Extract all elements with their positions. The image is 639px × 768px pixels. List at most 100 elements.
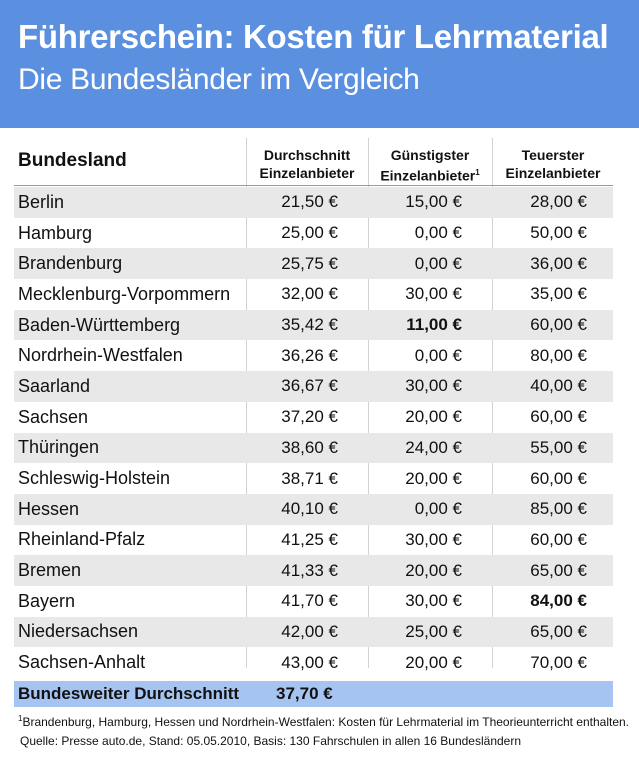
page-subtitle: Die Bundesländer im Vergleich: [18, 63, 420, 96]
durchschnitt-cell: 25,75 €: [246, 248, 368, 280]
teuerster-cell: 40,00 €: [492, 371, 613, 402]
guenstigster-cell: 24,00 €: [368, 432, 492, 464]
header-rule: [14, 185, 613, 186]
table-row: Saarland 36,67 €30,00 €40,00 €: [14, 371, 613, 402]
table-row: Thüringen 38,60 €24,00 €55,00 €: [14, 432, 613, 464]
guenstigster-cell: 30,00 €: [405, 591, 462, 611]
durchschnitt-cell: 40,10 €: [246, 493, 368, 525]
page-title: Führerschein: Kosten für Lehrmaterial: [18, 18, 609, 55]
teuerster-cell: 50,00 €: [530, 223, 587, 243]
guenstigster-cell: 0,00 €: [414, 223, 462, 243]
guenstigster-cell: 30,00 €: [368, 371, 492, 402]
bundesland-cell: Rheinland-Pfalz: [18, 529, 146, 550]
column-divider: [492, 138, 493, 668]
durchschnitt-cell: 37,20 €: [281, 407, 338, 427]
table-row: Berlin 21,50 €15,00 €28,00 €: [14, 187, 613, 218]
header-bundesland: Bundesland: [18, 150, 127, 171]
bundesland-cell: Mecklenburg-Vorpommern: [18, 283, 231, 304]
durchschnitt-cell: 41,33 €: [246, 555, 368, 586]
bundesland-cell: Sachsen: [18, 406, 89, 427]
teuerster-cell: 65,00 €: [492, 616, 613, 648]
footnote-mark: 1: [18, 714, 23, 723]
guenstigster-cell: 11,00 €: [368, 309, 492, 341]
footnote: 1Brandenburg, Hamburg, Hessen und Nordrh…: [18, 714, 629, 729]
total-value: 37,70 €: [276, 684, 333, 703]
table-row: Bayern 41,70 € 30,00 € 84,00 €: [14, 586, 613, 617]
bundesland-cell: Baden-Württemberg: [14, 309, 246, 341]
table-row: Sachsen 37,20 € 20,00 € 60,00 €: [14, 402, 613, 433]
table-row: Niedersachsen 42,00 €25,00 €65,00 €: [14, 616, 613, 648]
header-banner: Führerschein: Kosten für Lehrmaterial Di…: [0, 0, 639, 128]
table-row: Hessen 40,10 €0,00 €85,00 €: [14, 493, 613, 525]
source-note: Quelle: Presse auto.de, Stand: 05.05.201…: [20, 734, 522, 748]
header-line: Durchschnitt: [263, 147, 351, 163]
footnote-mark: 1: [475, 168, 480, 177]
total-row: Bundesweiter Durchschnitt 37,70 €: [14, 681, 613, 707]
durchschnitt-cell: 41,25 €: [281, 529, 338, 549]
guenstigster-cell: 20,00 €: [368, 555, 492, 586]
guenstigster-cell: 20,00 €: [405, 407, 462, 427]
guenstigster-cell: 20,00 €: [405, 468, 462, 488]
bundesland-cell: Berlin: [14, 187, 246, 218]
teuerster-cell: 60,00 €: [530, 468, 587, 488]
table-row: Schleswig-Holstein 38,71 € 20,00 € 60,00 €: [14, 463, 613, 494]
table-row: Baden-Württemberg 35,42 €11,00 €60,00 €: [14, 309, 613, 341]
guenstigster-cell: 0,00 €: [368, 493, 492, 525]
guenstigster-cell: 20,00 €: [405, 652, 462, 672]
header-guenstigster: Günstigster Einzelanbieter1: [370, 146, 490, 185]
bundesland-cell: Bremen: [14, 555, 246, 586]
teuerster-cell: 55,00 €: [492, 432, 613, 464]
durchschnitt-cell: 38,71 €: [281, 468, 338, 488]
teuerster-cell: 60,00 €: [530, 407, 587, 427]
total-label: Bundesweiter Durchschnitt: [18, 684, 240, 703]
teuerster-cell: 85,00 €: [492, 493, 613, 525]
guenstigster-cell: 25,00 €: [368, 616, 492, 648]
table-row: Mecklenburg-Vorpommern 32,00 € 30,00 € 35,0…: [14, 279, 613, 310]
guenstigster-cell: 0,00 €: [368, 248, 492, 280]
table-row: Nordrhein-Westfalen 36,26 € 0,00 € 80,00 €: [14, 340, 613, 371]
durchschnitt-cell: 21,50 €: [246, 187, 368, 218]
bundesland-cell: Brandenburg: [14, 248, 246, 280]
header-durchschnitt: Durchschnitt Einzelanbieter: [248, 146, 366, 182]
durchschnitt-cell: 43,00 €: [281, 652, 338, 672]
teuerster-cell: 84,00 €: [530, 591, 587, 611]
durchschnitt-cell: 32,00 €: [281, 284, 338, 304]
teuerster-cell: 36,00 €: [492, 248, 613, 280]
header-line: Teuerster: [521, 147, 585, 163]
bundesland-cell: Nordrhein-Westfalen: [18, 345, 183, 366]
guenstigster-cell: 30,00 €: [405, 284, 462, 304]
bundesland-cell: Bayern: [18, 590, 76, 611]
durchschnitt-cell: 35,42 €: [246, 309, 368, 341]
teuerster-cell: 60,00 €: [530, 529, 587, 549]
cost-table: Berlin 21,50 €15,00 €28,00 € Hamburg 25,00 …: [14, 187, 613, 678]
durchschnitt-cell: 41,70 €: [281, 591, 338, 611]
guenstigster-cell: 30,00 €: [405, 529, 462, 549]
table-row: Hamburg 25,00 € 0,00 € 50,00 €: [14, 218, 613, 249]
table-row: Brandenburg 25,75 €0,00 €36,00 €: [14, 248, 613, 280]
durchschnitt-cell: 42,00 €: [246, 616, 368, 648]
bundesland-cell: Saarland: [14, 371, 246, 402]
column-divider: [368, 138, 369, 668]
bundesland-cell: Hessen: [14, 493, 246, 525]
header-line: Einzelanbieter: [259, 165, 355, 181]
bundesland-cell: Niedersachsen: [14, 616, 246, 648]
durchschnitt-cell: 25,00 €: [281, 223, 338, 243]
table-row: Bremen 41,33 €20,00 €65,00 €: [14, 555, 613, 586]
table-row: Rheinland-Pfalz 41,25 € 30,00 € 60,00 €: [14, 525, 613, 556]
teuerster-cell: 35,00 €: [530, 284, 587, 304]
bundesland-cell: Hamburg: [18, 222, 93, 243]
bundesland-cell: Thüringen: [14, 432, 246, 464]
teuerster-cell: 60,00 €: [492, 309, 613, 341]
column-divider: [246, 138, 247, 668]
durchschnitt-cell: 38,60 €: [246, 432, 368, 464]
teuerster-cell: 28,00 €: [492, 187, 613, 218]
header-line: Einzelanbieter: [505, 165, 601, 181]
bundesland-cell: Schleswig-Holstein: [18, 468, 171, 489]
guenstigster-cell: 0,00 €: [414, 345, 462, 365]
teuerster-cell: 65,00 €: [492, 555, 613, 586]
bundesland-cell: Sachsen-Anhalt: [18, 652, 146, 673]
table-row: Sachsen-Anhalt 43,00 € 20,00 € 70,00 €: [14, 647, 613, 678]
teuerster-cell: 70,00 €: [530, 652, 587, 672]
durchschnitt-cell: 36,67 €: [246, 371, 368, 402]
guenstigster-cell: 15,00 €: [368, 187, 492, 218]
